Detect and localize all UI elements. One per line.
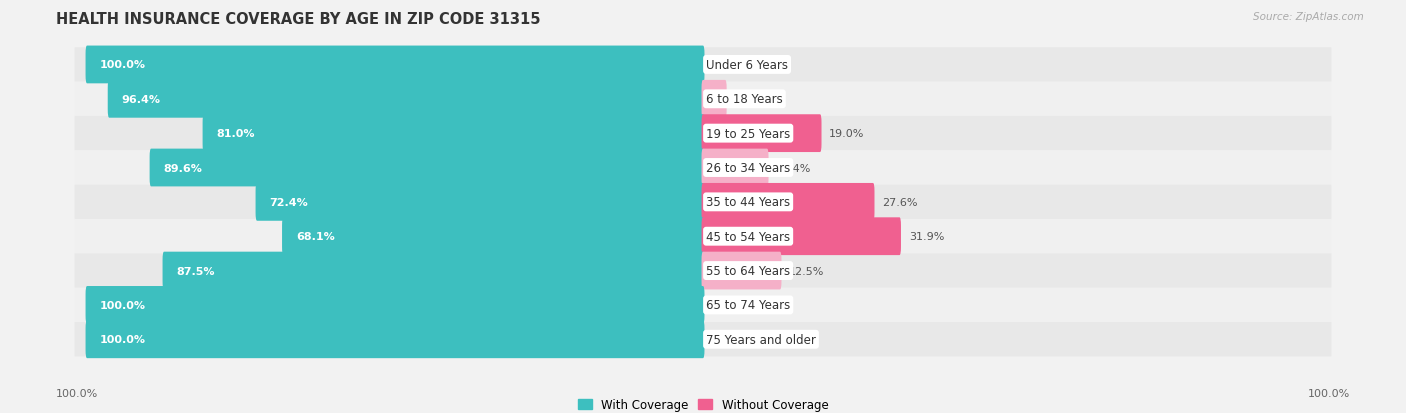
- Text: 31.9%: 31.9%: [908, 232, 943, 242]
- Text: 100.0%: 100.0%: [100, 300, 145, 310]
- FancyBboxPatch shape: [702, 218, 901, 256]
- FancyBboxPatch shape: [702, 81, 727, 119]
- FancyBboxPatch shape: [86, 286, 704, 324]
- Text: 35 to 44 Years: 35 to 44 Years: [706, 196, 790, 209]
- Text: 68.1%: 68.1%: [295, 232, 335, 242]
- FancyBboxPatch shape: [283, 218, 704, 256]
- FancyBboxPatch shape: [75, 254, 1331, 288]
- Text: 12.5%: 12.5%: [789, 266, 824, 276]
- FancyBboxPatch shape: [75, 288, 1331, 322]
- FancyBboxPatch shape: [202, 115, 704, 153]
- Text: 65 to 74 Years: 65 to 74 Years: [706, 299, 790, 312]
- Legend: With Coverage, Without Coverage: With Coverage, Without Coverage: [572, 393, 834, 413]
- Text: 72.4%: 72.4%: [270, 197, 308, 207]
- FancyBboxPatch shape: [75, 117, 1331, 151]
- Text: 100.0%: 100.0%: [56, 388, 98, 398]
- Text: 19 to 25 Years: 19 to 25 Years: [706, 127, 790, 140]
- Text: 55 to 64 Years: 55 to 64 Years: [706, 264, 790, 278]
- FancyBboxPatch shape: [163, 252, 704, 290]
- Text: 0.0%: 0.0%: [713, 60, 741, 70]
- FancyBboxPatch shape: [108, 81, 704, 119]
- Text: 45 to 54 Years: 45 to 54 Years: [706, 230, 790, 243]
- Text: 26 to 34 Years: 26 to 34 Years: [706, 161, 790, 175]
- Text: 3.6%: 3.6%: [734, 95, 762, 104]
- FancyBboxPatch shape: [75, 151, 1331, 185]
- FancyBboxPatch shape: [75, 322, 1331, 356]
- Text: 0.0%: 0.0%: [713, 300, 741, 310]
- Text: 100.0%: 100.0%: [100, 60, 145, 70]
- FancyBboxPatch shape: [702, 252, 782, 290]
- Text: 81.0%: 81.0%: [217, 129, 254, 139]
- Text: 0.0%: 0.0%: [713, 335, 741, 344]
- FancyBboxPatch shape: [256, 183, 704, 221]
- Text: 87.5%: 87.5%: [176, 266, 215, 276]
- Text: 100.0%: 100.0%: [100, 335, 145, 344]
- FancyBboxPatch shape: [702, 149, 769, 187]
- FancyBboxPatch shape: [75, 219, 1331, 254]
- FancyBboxPatch shape: [702, 115, 821, 153]
- FancyBboxPatch shape: [86, 46, 704, 84]
- Text: Source: ZipAtlas.com: Source: ZipAtlas.com: [1253, 12, 1364, 22]
- Text: 89.6%: 89.6%: [163, 163, 202, 173]
- Text: 10.4%: 10.4%: [776, 163, 811, 173]
- Text: 27.6%: 27.6%: [882, 197, 918, 207]
- FancyBboxPatch shape: [75, 83, 1331, 117]
- Text: 75 Years and older: 75 Years and older: [706, 333, 815, 346]
- Text: Under 6 Years: Under 6 Years: [706, 59, 789, 72]
- FancyBboxPatch shape: [75, 185, 1331, 219]
- Text: HEALTH INSURANCE COVERAGE BY AGE IN ZIP CODE 31315: HEALTH INSURANCE COVERAGE BY AGE IN ZIP …: [56, 12, 541, 27]
- FancyBboxPatch shape: [86, 320, 704, 358]
- FancyBboxPatch shape: [149, 149, 704, 187]
- Text: 100.0%: 100.0%: [1308, 388, 1350, 398]
- Text: 19.0%: 19.0%: [830, 129, 865, 139]
- FancyBboxPatch shape: [75, 48, 1331, 83]
- Text: 6 to 18 Years: 6 to 18 Years: [706, 93, 783, 106]
- FancyBboxPatch shape: [702, 183, 875, 221]
- Text: 96.4%: 96.4%: [121, 95, 160, 104]
